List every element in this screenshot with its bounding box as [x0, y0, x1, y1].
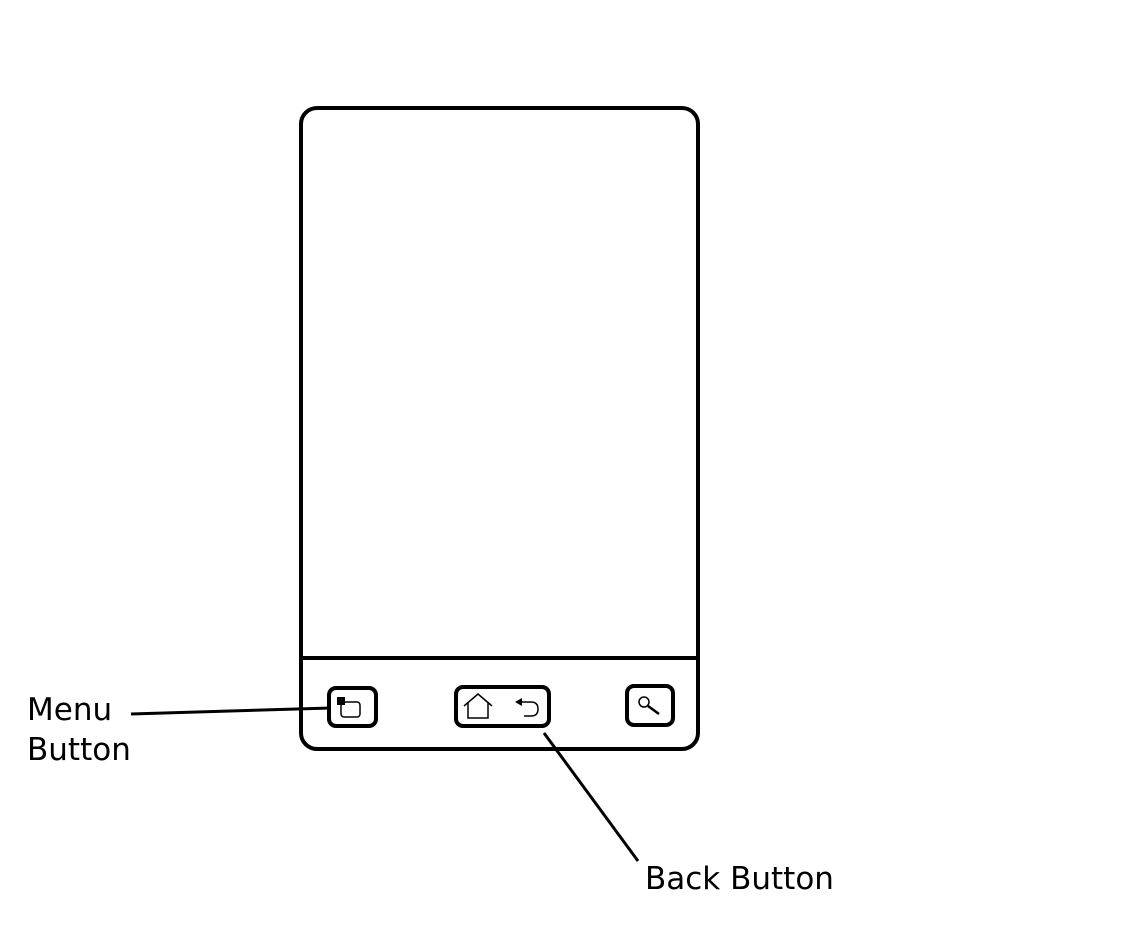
menu-callout-line2: Button [27, 732, 131, 768]
menu-callout-line1: Menu [27, 692, 113, 728]
menu-button[interactable] [327, 686, 378, 728]
menu-callout-line [130, 706, 332, 716]
back-arrow-icon [515, 698, 539, 717]
home-icon [463, 693, 493, 719]
phone-body [299, 106, 700, 751]
menu-button-callout: Menu Button [27, 690, 131, 770]
back-button-callout: Back Button [645, 861, 834, 897]
search-button[interactable] [625, 684, 675, 727]
home-back-button[interactable] [454, 685, 551, 728]
back-callout-line [542, 732, 640, 862]
menu-icon [337, 697, 361, 718]
search-icon [638, 696, 660, 716]
